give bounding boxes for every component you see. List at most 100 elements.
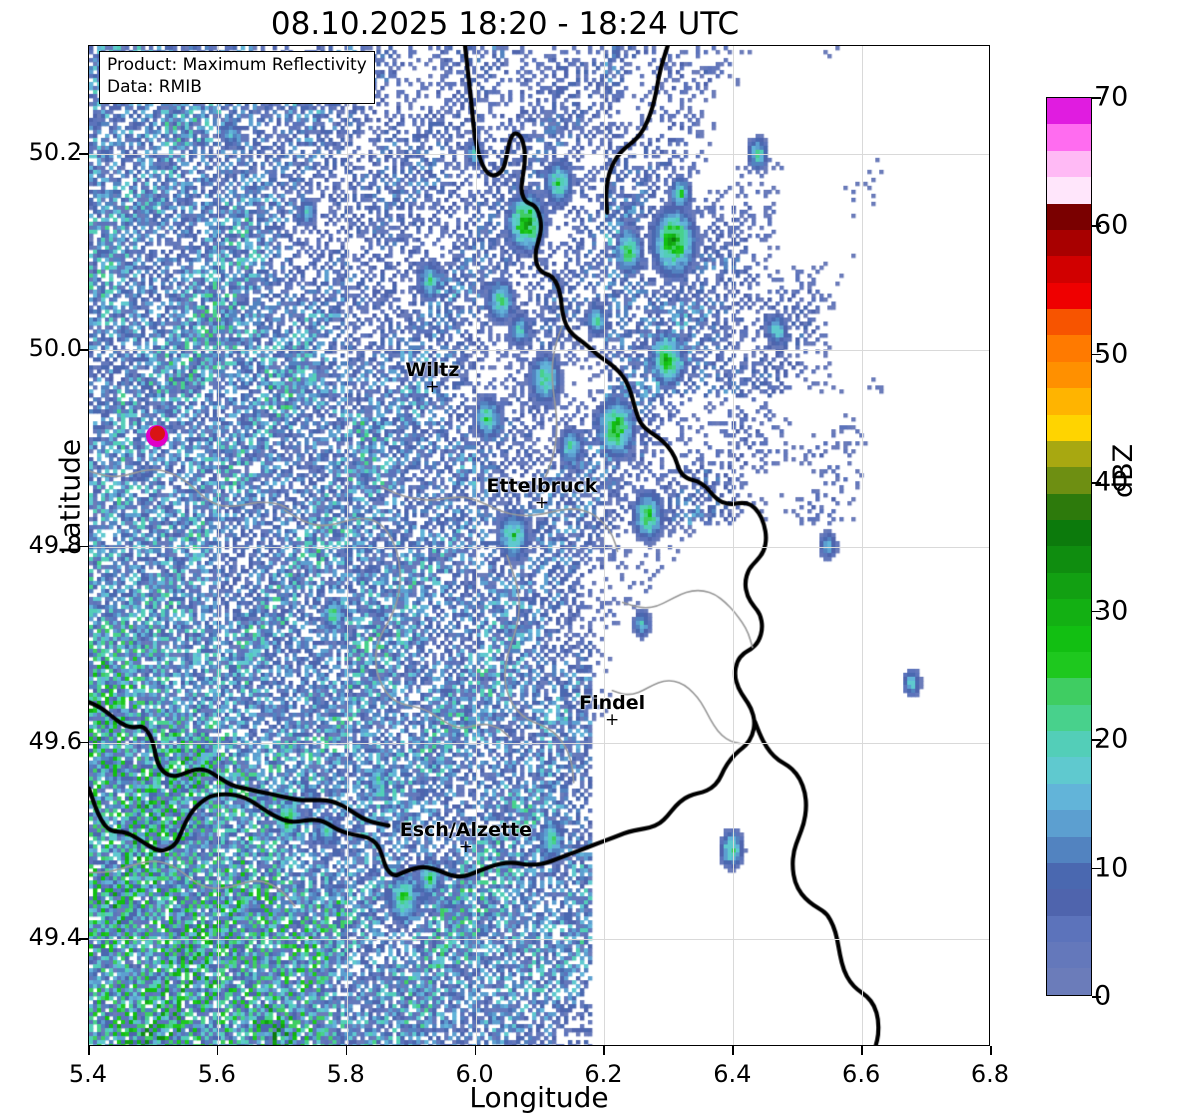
city-label: Esch/Alzette [399, 818, 533, 841]
city-label: Findel [579, 692, 646, 715]
gridline-horizontal [89, 350, 989, 352]
colorbar-band [1047, 361, 1091, 389]
colorbar-tick-mark [1092, 225, 1101, 228]
colorbar-band [1047, 309, 1091, 336]
colorbar-tick-mark [1092, 739, 1101, 741]
gridline-vertical [475, 46, 477, 1045]
colorbar-band [1047, 915, 1091, 942]
y-tick-mark [79, 938, 88, 940]
colorbar-band [1047, 335, 1091, 362]
colorbar-band [1047, 440, 1091, 468]
city-label: Wiltz [405, 358, 460, 381]
city-marker[interactable]: Ettelbruck + [486, 475, 598, 514]
gridline-horizontal [89, 546, 989, 548]
x-tick-mark [88, 1046, 90, 1055]
colorbar-tick-label: 70 [1094, 81, 1129, 113]
colorbar-tick-mark [1092, 610, 1101, 613]
city-cross-icon: + [458, 836, 474, 857]
colorbar-band [1047, 282, 1091, 309]
colorbar-band [1047, 256, 1091, 283]
y-tick-label: 50.0 [28, 334, 82, 363]
colorbar-band [1047, 678, 1091, 705]
city-cross-icon: + [605, 710, 620, 731]
x-tick-label: 5.6 [197, 1060, 236, 1088]
x-tick-label: 6.8 [970, 1060, 1010, 1088]
colorbar-band [1047, 388, 1091, 415]
city-label: Ettelbruck [486, 475, 598, 498]
gridline-vertical [604, 46, 606, 1045]
colorbar-band [1047, 467, 1091, 494]
x-tick-mark [474, 1046, 477, 1055]
colorbar-tick-mark [1092, 867, 1101, 870]
colorbar-tick-mark [1092, 353, 1101, 356]
colorbar-band [1047, 862, 1091, 890]
x-tick-label: 6.0 [455, 1060, 494, 1088]
legend-data-line: Data: RMIB [107, 76, 202, 97]
colorbar-band [1047, 651, 1091, 679]
city-marker[interactable]: Findel + [579, 692, 646, 731]
gridline-vertical [862, 46, 864, 1045]
colorbar-band [1047, 599, 1091, 626]
page-title: 08.10.2025 18:20 - 18:24 UTC [270, 6, 740, 42]
colorbar-tick-label: 0 [1094, 980, 1112, 1012]
colorbar-band [1047, 731, 1091, 758]
x-tick-label: 6.6 [842, 1060, 881, 1088]
colorbar-band [1047, 124, 1091, 151]
colorbar-band [1047, 810, 1091, 837]
city-marker[interactable]: Wiltz + [405, 358, 460, 397]
colorbar-band [1047, 98, 1091, 125]
x-axis-label: Longitude [469, 1081, 609, 1114]
y-tick-mark [79, 152, 88, 155]
colorbar-tick-mark [1092, 996, 1101, 998]
x-tick-mark [216, 1046, 219, 1055]
radar-site-marker[interactable] [145, 424, 168, 447]
colorbar-band [1047, 493, 1091, 520]
radar-map-plot[interactable]: Wiltz + Ettelbruck + Findel + Esch/Alzette + Pr… [88, 45, 990, 1046]
colorbar-band [1047, 229, 1091, 257]
gridline-vertical [733, 46, 735, 1045]
map-borders-layer [89, 46, 989, 1045]
x-tick-mark [603, 1046, 606, 1055]
colorbar-label: dBZ [1108, 443, 1139, 498]
colorbar-band [1047, 836, 1091, 863]
colorbar [1046, 97, 1092, 996]
legend-product-line: Product: Maximum Reflectivity [107, 55, 367, 75]
colorbar-tick-mark [1092, 97, 1101, 99]
y-axis-label: Latitude [53, 438, 87, 555]
city-cross-icon: + [534, 493, 550, 514]
gridline-horizontal [89, 939, 989, 941]
colorbar-band [1047, 520, 1091, 547]
y-tick-label: 49.4 [28, 923, 82, 952]
colorbar-tick-mark [1092, 482, 1101, 484]
city-cross-icon: + [425, 376, 440, 397]
colorbar-tick-label: 40 [1094, 466, 1129, 498]
x-tick-label: 5.8 [326, 1060, 365, 1088]
colorbar-band [1047, 757, 1091, 784]
colorbar-band [1047, 177, 1091, 204]
gridline-horizontal [89, 153, 989, 155]
colorbar-tick-label: 50 [1094, 338, 1129, 370]
y-tick-mark [79, 741, 88, 744]
city-marker[interactable]: Esch/Alzette + [399, 818, 533, 857]
product-info-legend: Product: Maximum Reflectivity Data: RMIB [99, 51, 375, 104]
colorbar-band [1047, 942, 1091, 969]
colorbar-band [1047, 572, 1091, 600]
colorbar-band [1047, 889, 1091, 916]
y-tick-mark [79, 349, 88, 351]
colorbar-band [1047, 783, 1091, 811]
y-tick-label: 50.2 [28, 137, 82, 166]
x-tick-mark [861, 1046, 863, 1055]
x-tick-mark [732, 1046, 734, 1055]
x-tick-mark [345, 1046, 348, 1055]
colorbar-tick-label: 60 [1094, 209, 1129, 241]
colorbar-band [1047, 704, 1091, 731]
x-tick-label: 6.2 [584, 1060, 623, 1088]
colorbar-band [1047, 150, 1091, 178]
x-tick-label: 5.4 [68, 1060, 108, 1088]
y-tick-label: 49.6 [28, 726, 82, 755]
gridline-vertical [346, 46, 348, 1045]
gridline-vertical [217, 46, 219, 1045]
colorbar-tick-label: 20 [1094, 723, 1129, 755]
x-tick-label: 6.4 [713, 1060, 752, 1088]
x-tick-mark [990, 1046, 992, 1055]
